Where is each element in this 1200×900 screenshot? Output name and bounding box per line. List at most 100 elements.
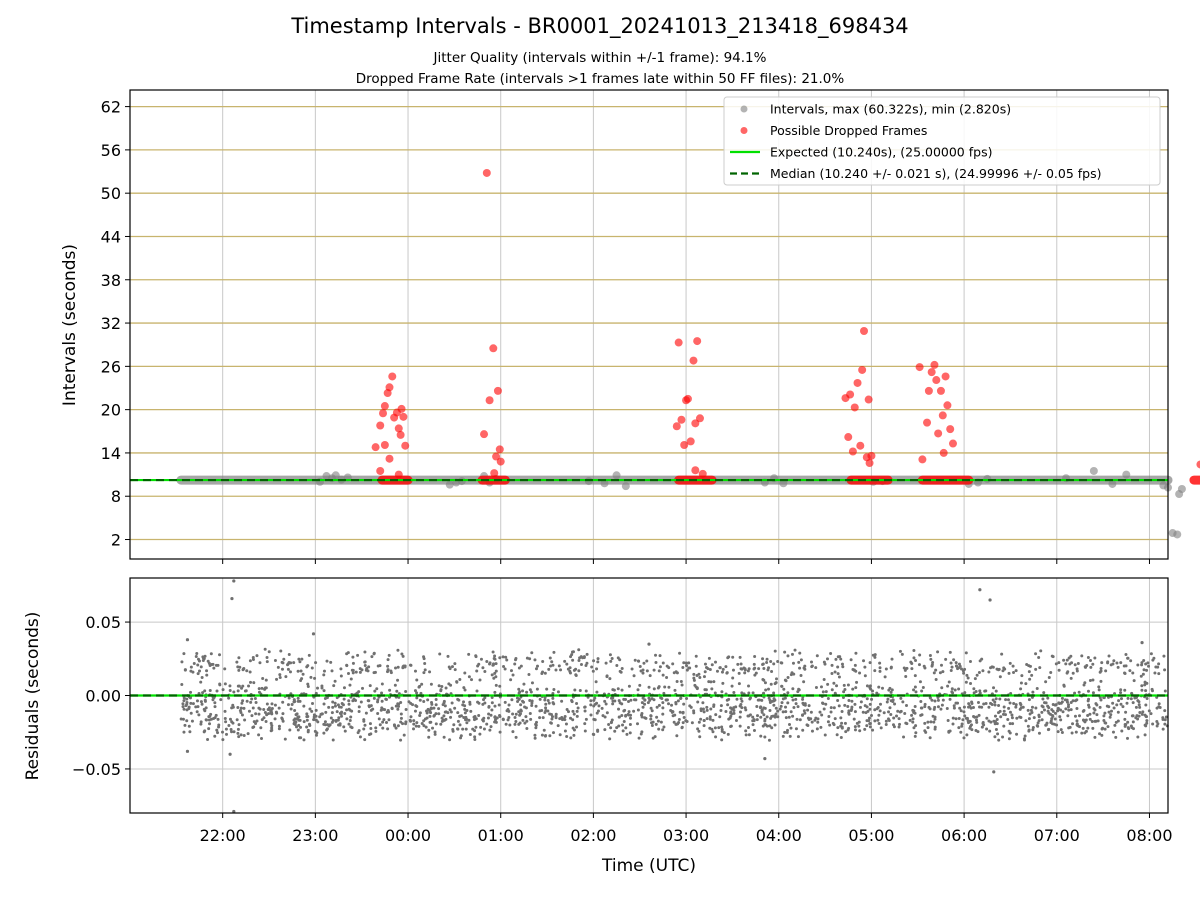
residual-point <box>314 691 318 695</box>
residual-point <box>185 638 190 642</box>
residual-point <box>213 701 217 705</box>
residual-point <box>663 685 667 689</box>
residual-point <box>1086 689 1090 693</box>
residual-point <box>694 664 698 668</box>
residual-point <box>302 720 306 724</box>
residual-point <box>823 733 827 737</box>
residual-point <box>703 688 707 692</box>
residual-point <box>471 727 475 731</box>
residual-point <box>775 677 779 681</box>
residual-point <box>954 661 958 665</box>
residual-point <box>858 729 862 733</box>
residual-point <box>1093 708 1097 712</box>
residual-point <box>1119 688 1123 692</box>
residual-point <box>1149 652 1153 656</box>
residual-point <box>731 668 735 672</box>
residual-point <box>240 713 244 717</box>
residual-point <box>314 733 318 737</box>
residual-point <box>1024 682 1028 686</box>
residual-point <box>905 666 909 670</box>
residual-point <box>796 690 800 694</box>
residual-point <box>288 670 292 674</box>
residual-point <box>853 663 857 667</box>
residual-point <box>993 720 997 724</box>
residual-point <box>292 698 296 702</box>
residual-point <box>230 730 234 734</box>
residual-point <box>729 714 733 718</box>
residual-point <box>786 654 790 658</box>
residual-point <box>394 704 398 708</box>
residual-point <box>265 713 269 717</box>
residual-point <box>792 672 796 676</box>
residual-point <box>415 696 419 700</box>
residual-point <box>582 656 586 660</box>
residual-point <box>879 726 883 730</box>
dropped-frame-point <box>380 440 389 449</box>
dropped-frame-point <box>683 394 692 403</box>
residual-point <box>299 725 303 729</box>
residual-point <box>971 705 975 709</box>
residual-point <box>963 691 967 695</box>
residual-point <box>570 650 574 654</box>
residual-point <box>1136 699 1140 703</box>
residual-point <box>776 715 780 719</box>
intervals-y-tick-label: 62 <box>101 98 121 117</box>
residual-point <box>873 669 877 673</box>
residual-point <box>1139 674 1143 678</box>
residual-point <box>333 679 337 683</box>
residual-point <box>428 714 432 718</box>
residual-point <box>571 658 575 662</box>
residual-point <box>380 691 384 695</box>
residual-point <box>1037 715 1041 719</box>
residual-point <box>584 717 588 721</box>
residual-point <box>755 718 759 722</box>
residual-point <box>221 688 225 692</box>
residual-point <box>237 735 241 739</box>
residual-point <box>258 661 262 665</box>
x-tick-label: 03:00 <box>663 826 709 845</box>
residual-point <box>474 725 478 729</box>
residual-point <box>570 699 574 703</box>
residual-point <box>928 696 932 700</box>
residual-point <box>1091 662 1095 666</box>
residual-point <box>299 669 303 673</box>
residual-point <box>853 702 857 706</box>
residual-point <box>579 662 583 666</box>
residual-point <box>569 736 573 740</box>
residual-point <box>232 730 236 734</box>
residual-point <box>987 705 991 709</box>
residual-point <box>1011 664 1015 668</box>
residual-point <box>286 662 290 666</box>
residual-point <box>327 705 331 709</box>
residual-point <box>1125 701 1129 705</box>
residual-point <box>1099 667 1103 671</box>
residual-point <box>245 669 249 673</box>
residual-point <box>224 720 228 724</box>
residual-point <box>493 671 497 675</box>
residual-point <box>326 723 330 727</box>
residual-point <box>774 681 778 685</box>
residual-point <box>638 664 642 668</box>
residual-point <box>281 712 285 716</box>
residual-point <box>475 669 479 673</box>
residual-point <box>477 662 481 666</box>
residual-point <box>541 716 545 720</box>
residual-point <box>1124 710 1128 714</box>
residual-point <box>1007 706 1011 710</box>
residual-point <box>622 720 626 724</box>
residual-point <box>1152 656 1156 660</box>
residual-point <box>886 717 890 721</box>
residual-point <box>255 654 259 658</box>
residual-point <box>1097 688 1101 692</box>
residual-point <box>794 702 798 706</box>
residual-point <box>367 704 371 708</box>
residual-point <box>569 655 573 659</box>
residual-point <box>964 680 968 684</box>
residual-point <box>718 666 722 670</box>
residual-point <box>1161 718 1165 722</box>
residual-point <box>987 719 991 723</box>
residual-point <box>621 723 625 727</box>
residual-point <box>752 729 756 733</box>
residual-point <box>1145 721 1149 725</box>
residual-point <box>858 671 862 675</box>
